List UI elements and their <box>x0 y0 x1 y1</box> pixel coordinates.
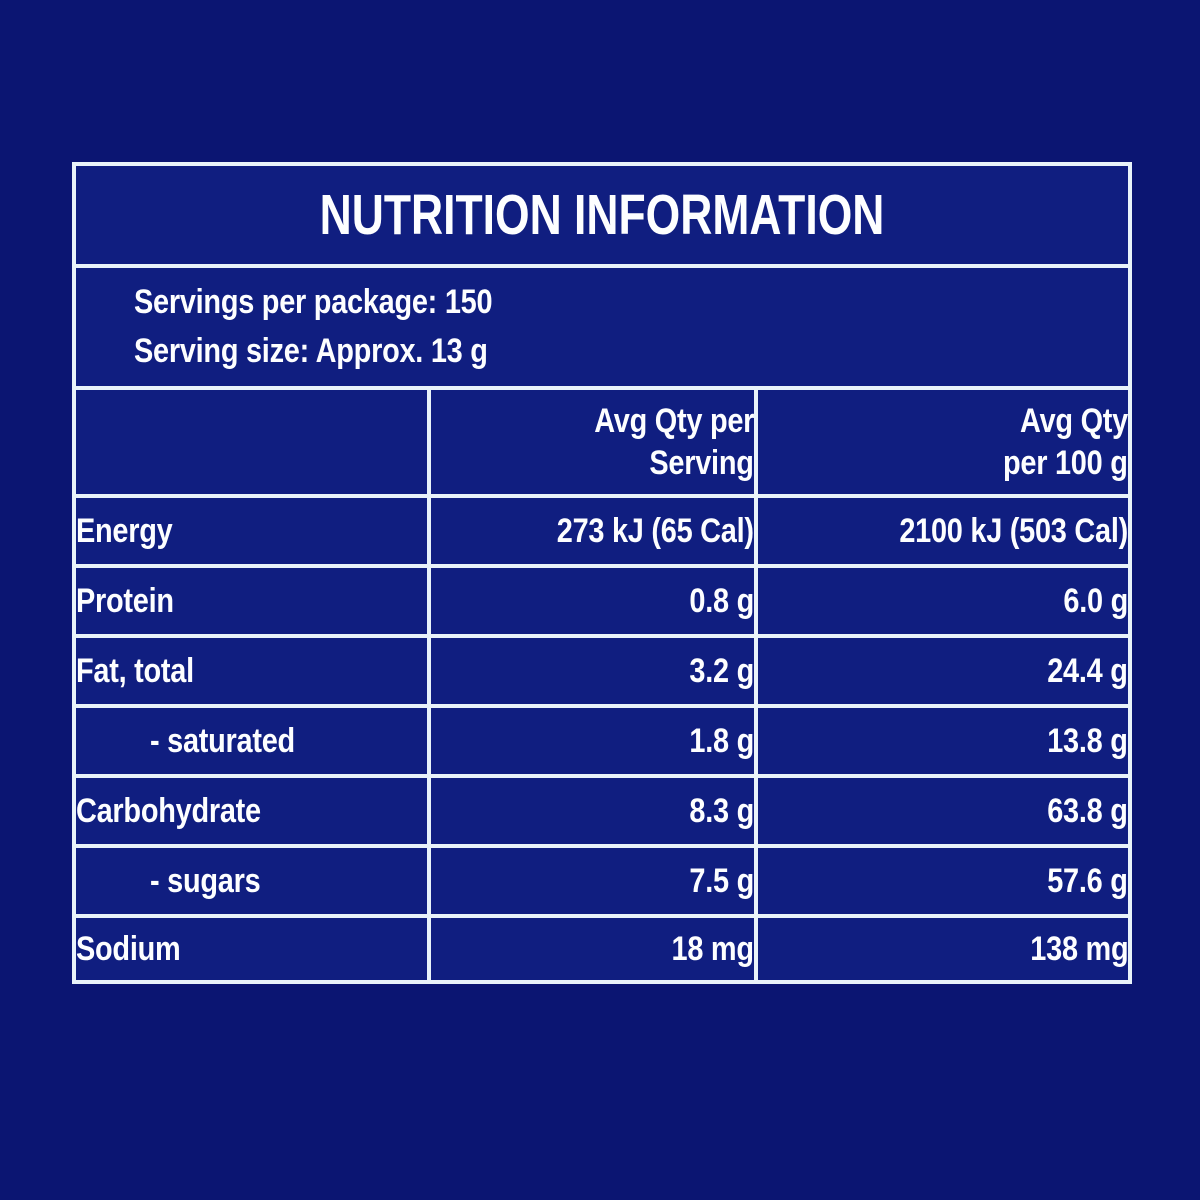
header-per-serving: Avg Qty per Serving <box>427 386 758 498</box>
nutrition-table: NUTRITION INFORMATION Servings per packa… <box>71 162 1133 984</box>
row-label: - saturated <box>72 704 431 778</box>
header-per-100g: Avg Qty per 100 g <box>753 386 1133 498</box>
value-per-serving: 273 kJ (65 Cal) <box>427 494 758 568</box>
header-per-serving-line2: Serving <box>649 444 754 482</box>
value-per-serving: 8.3 g <box>427 774 758 848</box>
table-row-carbohydrate: Carbohydrate 8.3 g 63.8 g <box>72 774 1133 848</box>
table-row-energy: Energy 273 kJ (65 Cal) 2100 kJ (503 Cal) <box>72 494 1133 568</box>
value-per-100g: 63.8 g <box>753 774 1133 848</box>
column-header-row: Avg Qty per Serving Avg Qty per 100 g <box>72 386 1133 498</box>
header-blank-cell <box>72 386 431 498</box>
value-per-serving: 3.2 g <box>427 634 758 708</box>
value-per-100g: 138 mg <box>753 914 1133 984</box>
value-per-100g: 13.8 g <box>753 704 1133 778</box>
header-per-100g-line2: per 100 g <box>1003 444 1129 482</box>
value-per-serving: 18 mg <box>427 914 758 984</box>
serving-size-line: Serving size: Approx. 13 g <box>134 327 1128 376</box>
header-per-100g-line1: Avg Qty <box>1020 402 1129 440</box>
table-row-saturated: - saturated 1.8 g 13.8 g <box>72 704 1133 778</box>
title-row: NUTRITION INFORMATION <box>71 162 1133 268</box>
value-per-100g: 57.6 g <box>753 844 1133 918</box>
serving-info-cell: Servings per package: 150 Serving size: … <box>71 264 1133 390</box>
table-title-cell: NUTRITION INFORMATION <box>71 162 1133 268</box>
row-label: Sodium <box>72 914 431 984</box>
page-title: NUTRITION INFORMATION <box>319 183 885 247</box>
table-row-fat-total: Fat, total 3.2 g 24.4 g <box>72 634 1133 708</box>
value-per-serving: 7.5 g <box>427 844 758 918</box>
table-row-sugars: - sugars 7.5 g 57.6 g <box>72 844 1133 918</box>
servings-per-package-text: Servings per package: 150 <box>134 283 493 321</box>
value-per-serving: 0.8 g <box>427 564 758 638</box>
table-row-protein: Protein 0.8 g 6.0 g <box>72 564 1133 638</box>
row-label: - sugars <box>72 844 431 918</box>
value-per-100g: 6.0 g <box>753 564 1133 638</box>
servings-per-package-line: Servings per package: 150 <box>134 278 1128 327</box>
table-row-sodium: Sodium 18 mg 138 mg <box>72 914 1133 984</box>
header-per-serving-line1: Avg Qty per <box>594 402 754 440</box>
value-per-serving: 1.8 g <box>427 704 758 778</box>
value-per-100g: 24.4 g <box>753 634 1133 708</box>
serving-size-text: Serving size: Approx. 13 g <box>134 332 488 370</box>
row-label: Carbohydrate <box>72 774 431 848</box>
row-label: Fat, total <box>72 634 431 708</box>
serving-info-row: Servings per package: 150 Serving size: … <box>71 264 1133 390</box>
row-label: Energy <box>72 494 431 568</box>
value-per-100g: 2100 kJ (503 Cal) <box>753 494 1133 568</box>
row-label: Protein <box>72 564 431 638</box>
